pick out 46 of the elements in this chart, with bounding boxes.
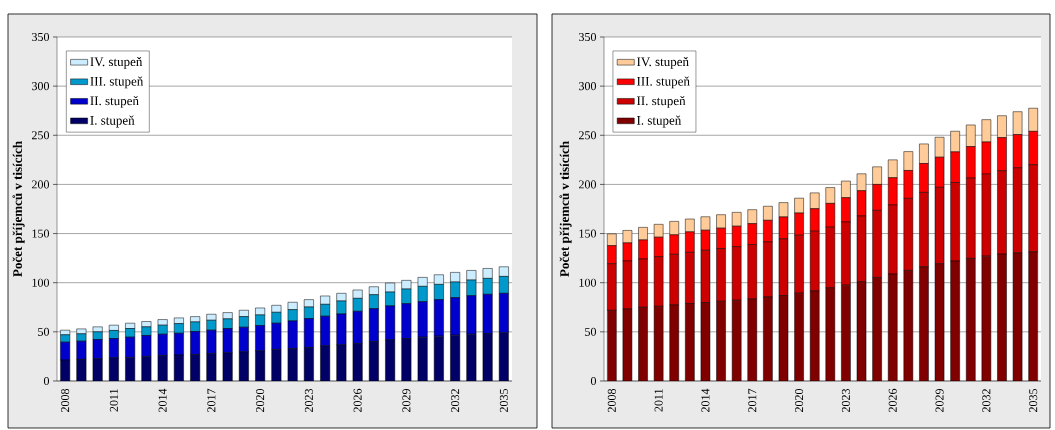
x-tick-label: 2020 [795, 388, 804, 412]
x-tick-label: 2035 [1029, 388, 1038, 412]
y-tick-label: 100 [579, 278, 597, 287]
legend-label: IV. stupeň [636, 56, 689, 69]
y-tick-label: 300 [32, 82, 50, 91]
x-tick-label: 2023 [841, 388, 850, 412]
y-tick-label: 250 [32, 131, 50, 140]
x-tick-label: 2029 [402, 389, 411, 412]
x-tick-label: 2032 [982, 389, 991, 412]
x-tick-label: 2035 [499, 388, 508, 412]
x-tick-label: 2011 [654, 389, 663, 412]
legend-label: I. stupeň [636, 115, 682, 128]
x-tick-label: 2026 [888, 388, 897, 412]
x-tick-label: 2032 [451, 389, 460, 412]
y-axis-title: Počet příjemců v tisících [12, 141, 25, 277]
legend-label: III. stupeň [90, 76, 144, 89]
legend-label: III. stupeň [636, 76, 690, 89]
legend-label: II. stupeň [90, 96, 139, 108]
legend-label: I. stupeň [90, 115, 135, 128]
x-tick-label: 2026 [353, 388, 362, 412]
x-tick-label: 2014 [701, 388, 710, 412]
x-tick-label: 2011 [109, 389, 118, 412]
y-tick-label: 50 [38, 327, 50, 336]
x-tick-label: 2008 [607, 388, 616, 412]
x-tick-label: 2017 [207, 388, 216, 412]
y-tick-label: 150 [32, 229, 50, 238]
y-tick-label: 200 [32, 180, 50, 189]
x-tick-label: 2008 [61, 388, 70, 412]
y-tick-label: 200 [579, 180, 597, 189]
y-tick-label: 250 [579, 131, 597, 140]
x-tick-label: 2023 [304, 388, 313, 412]
legend-label: IV. stupeň [90, 56, 143, 69]
y-tick-label: 150 [579, 229, 597, 238]
x-tick-label: 2014 [158, 388, 167, 412]
y-tick-label: 0 [590, 376, 597, 386]
x-tick-label: 2020 [256, 388, 265, 412]
y-tick-label: 300 [579, 82, 597, 91]
y-tick-label: 50 [585, 327, 597, 336]
y-axis-title: Počet příjemců v tisících [559, 141, 572, 277]
y-tick-label: 0 [43, 376, 50, 386]
y-tick-label: 350 [32, 32, 50, 42]
x-tick-label: 2017 [748, 388, 757, 412]
x-tick-label: 2029 [935, 389, 944, 412]
y-tick-label: 350 [579, 32, 597, 42]
y-tick-label: 100 [32, 278, 50, 287]
legend-label: II. stupeň [636, 96, 686, 108]
